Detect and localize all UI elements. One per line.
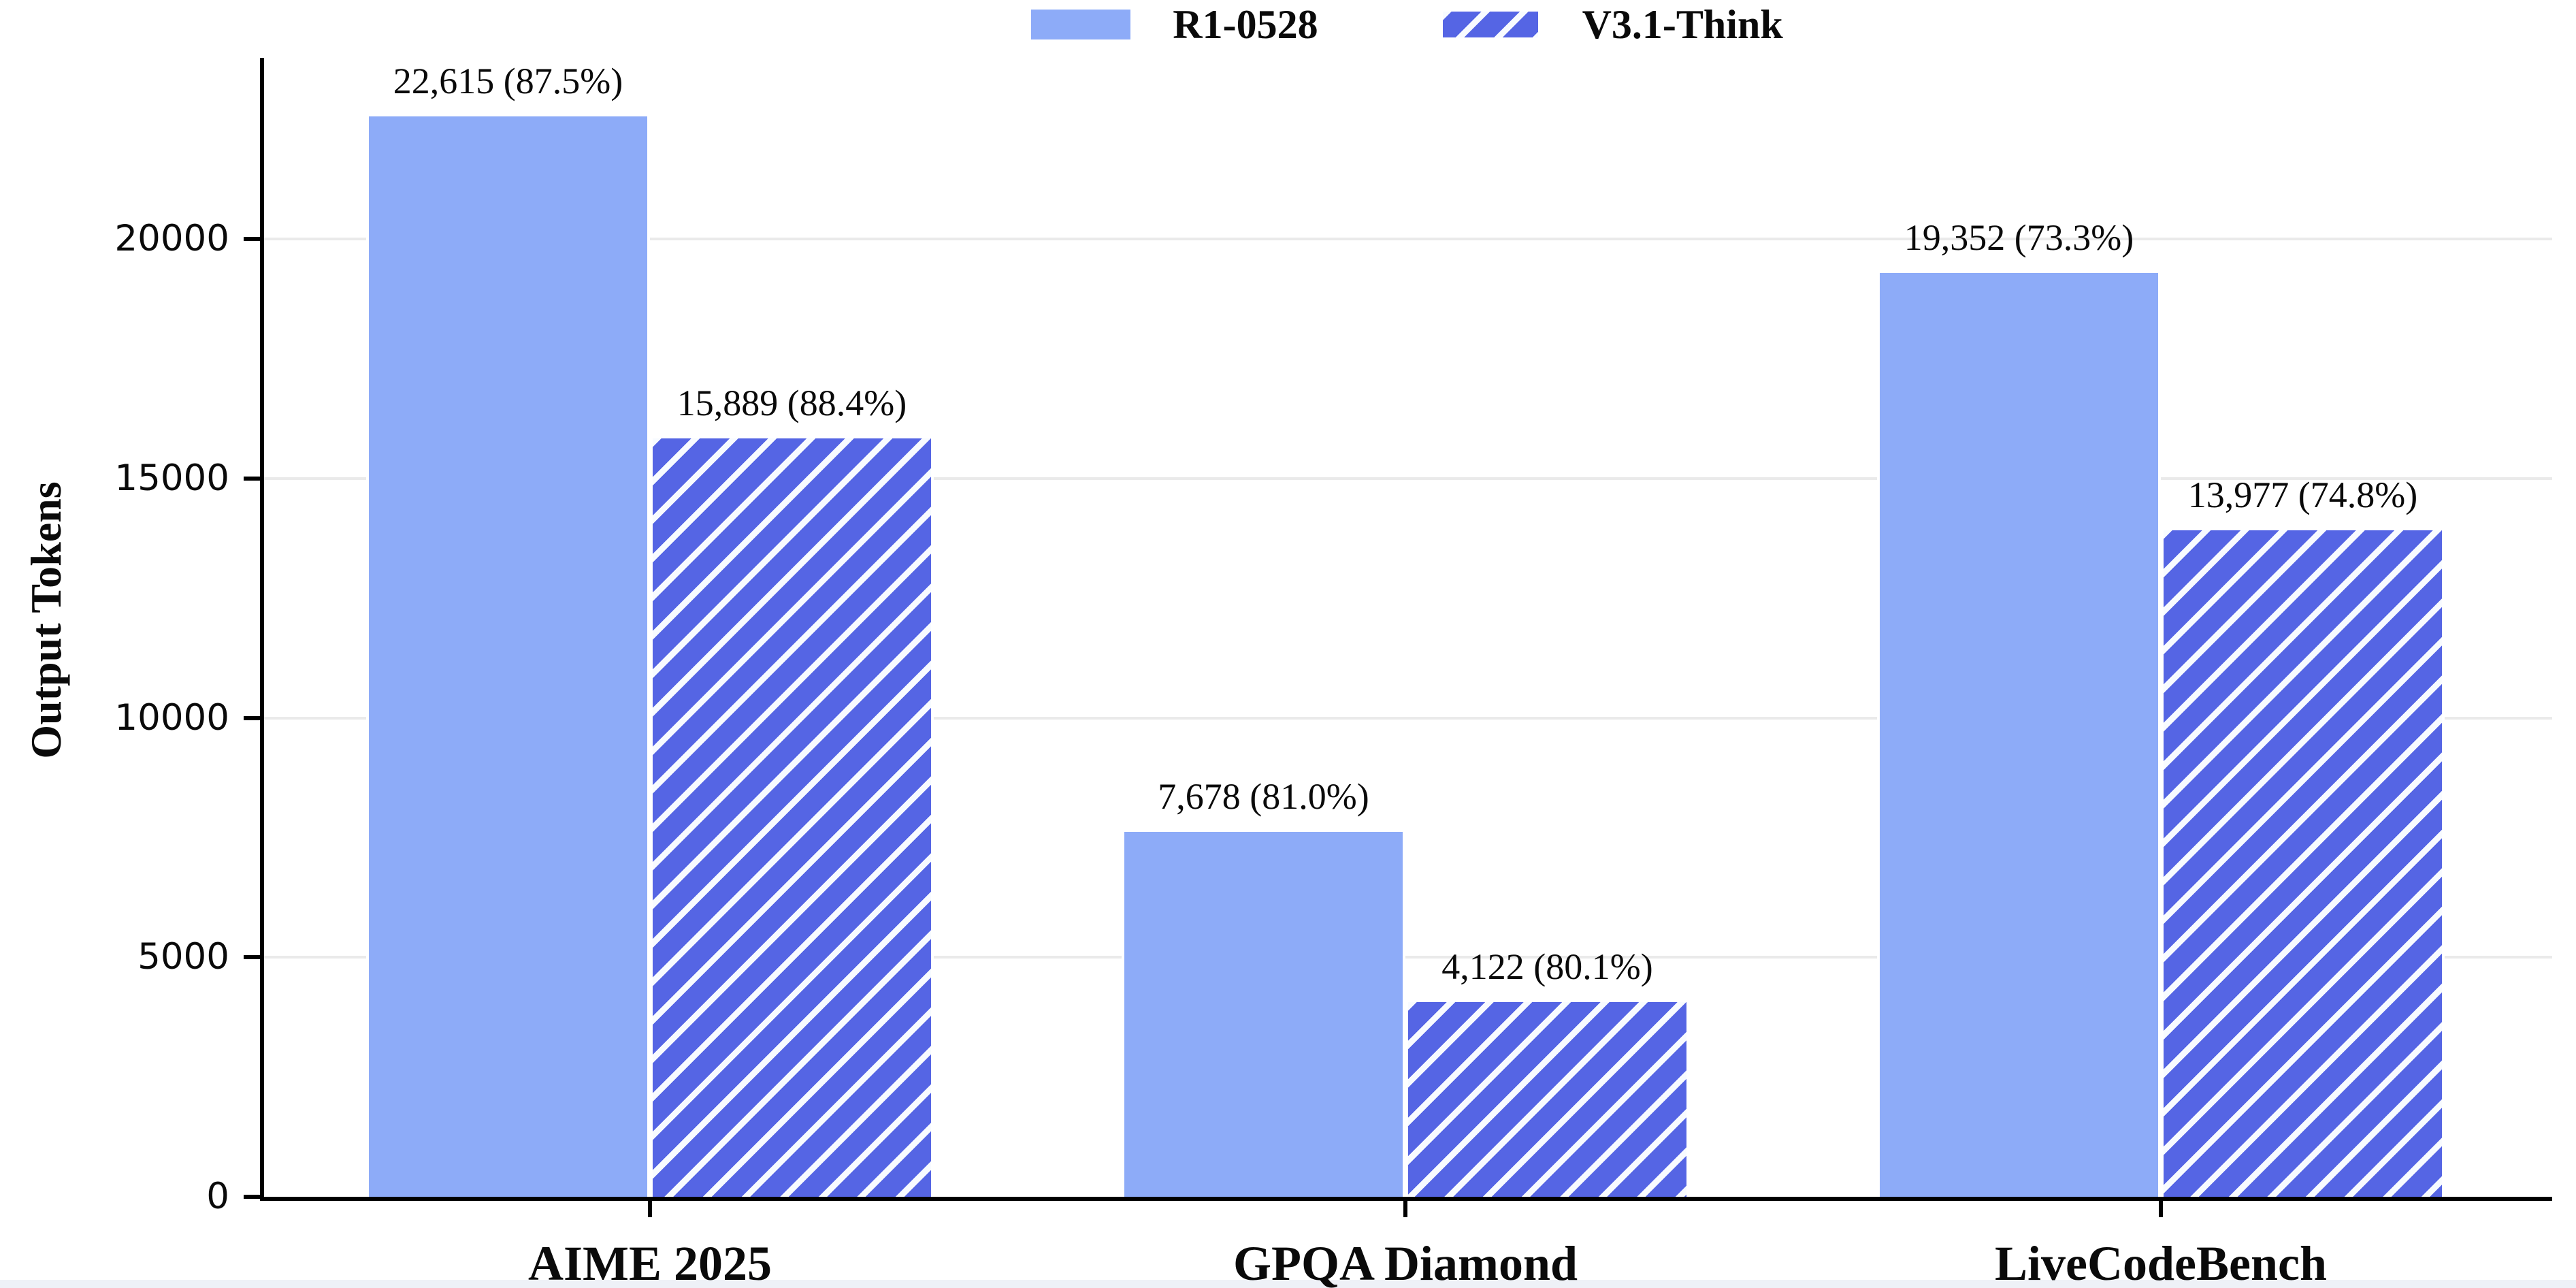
legend: R1-0528 V3.1-Think (262, 0, 2552, 49)
bar-R1-0528-LiveCodeBench (1877, 270, 2161, 1200)
x-axis-spine (260, 1197, 2552, 1201)
bar-R1-0528-AIME 2025 (366, 114, 650, 1200)
legend-item-r1-0528: R1-0528 (1031, 1, 1318, 48)
bar-V3.1-Think-GPQA Diamond (1405, 999, 1689, 1200)
y-gridline-15000 (262, 477, 2552, 480)
y-tick-0 (244, 1195, 260, 1199)
y-gridline-5000 (262, 956, 2552, 959)
bar-V3.1-Think-LiveCodeBench (2161, 527, 2445, 1200)
legend-swatch-solid (1031, 10, 1131, 39)
category-label-LiveCodeBench: LiveCodeBench (1994, 1236, 2327, 1288)
category-label-GPQA Diamond: GPQA Diamond (1233, 1236, 1578, 1288)
bar-value-label-V3.1-Think-AIME 2025: 15,889 (88.4%) (676, 383, 907, 424)
y-tick-20000 (244, 237, 260, 241)
y-tick-label-15000: 15000 (114, 457, 229, 499)
legend-item-v31-think: V3.1-Think (1440, 1, 1783, 48)
y-tick-15000 (244, 476, 260, 481)
y-gridline-20000 (262, 238, 2552, 240)
x-tick-AIME 2025 (648, 1201, 652, 1217)
legend-label-v31-think: V3.1-Think (1582, 2, 1783, 47)
y-gridline-10000 (262, 716, 2552, 720)
legend-swatch-hatched (1440, 10, 1540, 39)
bar-R1-0528-GPQA Diamond (1122, 828, 1405, 1200)
y-tick-label-10000: 10000 (114, 696, 229, 739)
y-axis-spine (260, 58, 264, 1201)
category-label-AIME 2025: AIME 2025 (528, 1236, 772, 1288)
y-tick-10000 (244, 715, 260, 720)
bar-value-label-V3.1-Think-GPQA Diamond: 4,122 (80.1%) (1441, 946, 1653, 988)
bottom-edge-strip (0, 1280, 2576, 1288)
y-tick-5000 (244, 955, 260, 960)
x-tick-LiveCodeBench (2159, 1201, 2163, 1217)
bar-value-label-R1-0528-GPQA Diamond: 7,678 (81.0%) (1158, 775, 1369, 817)
legend-label-r1-0528: R1-0528 (1173, 2, 1318, 47)
bar-value-label-V3.1-Think-LiveCodeBench: 13,977 (74.8%) (2187, 474, 2418, 515)
y-tick-label-0: 0 (206, 1176, 229, 1217)
bar-value-label-R1-0528-LiveCodeBench: 19,352 (73.3%) (1904, 216, 2134, 258)
y-tick-label-5000: 5000 (137, 936, 229, 978)
y-tick-label-20000: 20000 (114, 218, 229, 259)
x-tick-GPQA Diamond (1403, 1201, 1407, 1217)
bar-value-label-R1-0528-AIME 2025: 22,615 (87.5%) (393, 61, 623, 102)
bar-V3.1-Think-AIME 2025 (650, 436, 934, 1200)
